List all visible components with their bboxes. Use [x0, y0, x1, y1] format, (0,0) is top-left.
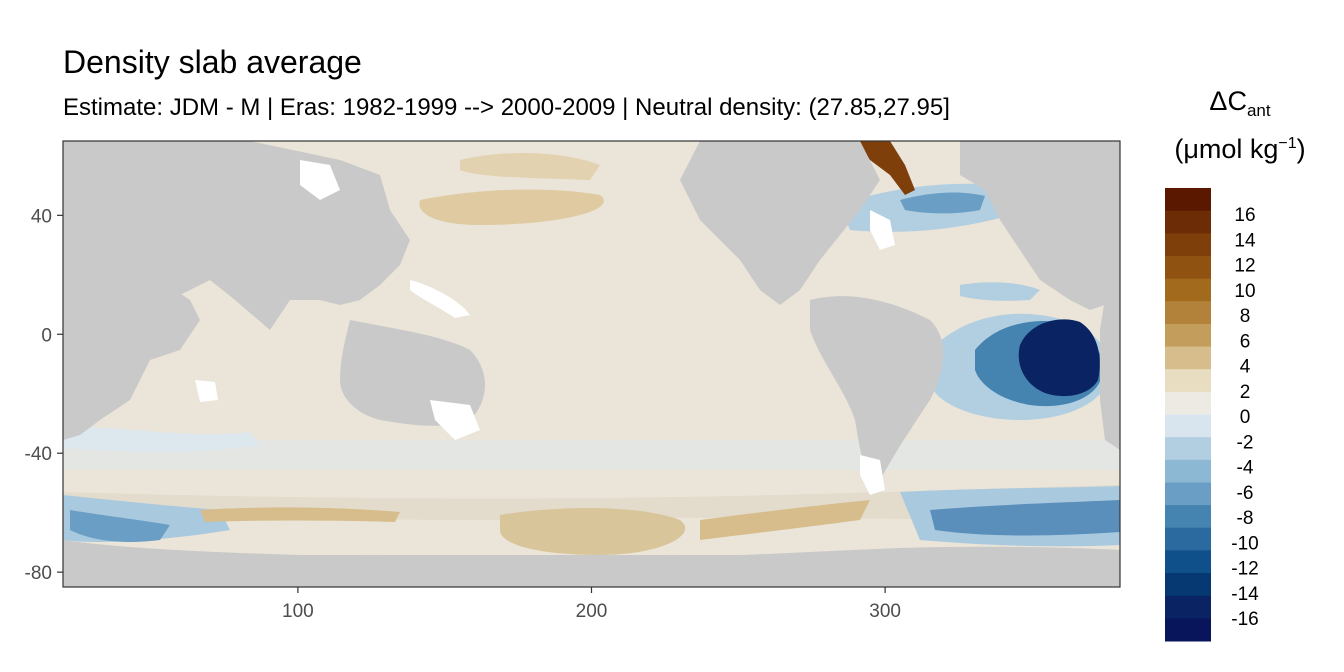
legend-label: 4 [1240, 357, 1251, 378]
missing-patch-3 [430, 400, 480, 440]
nordic-seas-brown [855, 141, 915, 195]
x-tick-label: 200 [576, 601, 608, 622]
missing-patch-1 [300, 160, 340, 200]
south-atlantic-plume-core [1018, 319, 1100, 397]
australia-land [340, 320, 485, 426]
legend-color-step [1165, 414, 1211, 438]
legend-label: -16 [1231, 609, 1258, 630]
legend-label: 2 [1240, 382, 1251, 403]
legend-color-step [1165, 391, 1211, 415]
legend-label: 0 [1240, 407, 1251, 428]
legend-color-step [1165, 255, 1211, 280]
legend-color-step [1165, 573, 1211, 597]
legend-color-step [1165, 323, 1211, 348]
north-atlantic-blue-dark [900, 192, 985, 214]
europe-africa-right-land [960, 141, 1120, 310]
x-axis: 100 200 300 [282, 587, 901, 622]
legend-color-step [1165, 527, 1211, 551]
legend-label: 12 [1234, 256, 1255, 277]
legend-color-step [1165, 233, 1211, 257]
legend-label: -8 [1237, 508, 1254, 529]
tan-patch-south-1 [200, 507, 400, 522]
antarctica-coast [63, 540, 1120, 561]
indian-southern-blue-dark [70, 510, 170, 542]
legend-color-step [1165, 505, 1211, 529]
legend-color-step [1165, 595, 1211, 619]
y-tick-label: 40 [31, 206, 52, 227]
legend-unit-superscript: −1 [1278, 135, 1297, 152]
legend-colorbar [1165, 188, 1211, 642]
legend-label: 6 [1240, 331, 1251, 352]
legend-color-step [1165, 369, 1211, 393]
legend-color-step [1165, 346, 1211, 370]
antarctica-land [63, 555, 1120, 587]
legend-label: 8 [1240, 306, 1251, 327]
legend-unit-close: ) [1296, 134, 1306, 164]
legend-color-step [1165, 437, 1211, 461]
x-tick-label: 300 [869, 601, 901, 622]
legend-unit: (μmol kg−1) [1160, 134, 1320, 165]
north-pacific-tan-2 [460, 153, 600, 180]
legend-color-step [1165, 482, 1211, 506]
y-tick-label: -80 [25, 563, 52, 584]
legend-title-symbol: ΔC [1209, 86, 1247, 116]
africa-land [63, 230, 200, 440]
legend-color-step [1165, 278, 1211, 302]
north-pacific-tan [419, 189, 604, 225]
legend-label: -6 [1237, 483, 1254, 504]
legend-color-step [1165, 459, 1211, 483]
legend-label: 10 [1234, 281, 1255, 302]
legend-color-step [1165, 210, 1211, 234]
indian-south-band [63, 425, 260, 452]
missing-patch-6 [195, 380, 218, 402]
legend-label: -2 [1237, 432, 1254, 453]
legend-color-step [1165, 550, 1211, 574]
legend-label: -12 [1231, 559, 1258, 580]
legend-color-step [1165, 301, 1211, 325]
tan-patch-south-2 [700, 500, 870, 540]
legend-title: ΔCant [1160, 86, 1320, 121]
legend-title-subscript: ant [1246, 101, 1271, 120]
missing-data [195, 160, 895, 495]
map-panel [63, 141, 1120, 587]
mid-atlantic-blue [960, 282, 1040, 301]
y-tick-label: -40 [25, 444, 52, 465]
legend-labels: 16 14 12 10 8 6 4 2 0 -2 -4 -6 -8 -10 -12 -14 -16 [1231, 205, 1259, 630]
plot-subtitle: Estimate: JDM - M | Eras: 1982-1999 --> … [63, 94, 950, 121]
legend-label: -14 [1231, 584, 1259, 605]
x-tick-label: 100 [282, 601, 314, 622]
legend-label: -10 [1231, 533, 1258, 554]
missing-patch-5 [870, 210, 895, 250]
legend-label: 16 [1234, 205, 1255, 226]
eurasia-africa-land [63, 141, 410, 410]
southern-band-light [63, 440, 1120, 470]
south-america-land [810, 296, 944, 490]
legend-color-step [1165, 188, 1211, 212]
plot-title: Density slab average [63, 44, 362, 80]
legend-label: 14 [1234, 230, 1256, 251]
atlantic-southern-blue-dark [930, 500, 1120, 536]
missing-patch-4 [860, 455, 885, 495]
tan-ring-south [500, 508, 686, 555]
legend-unit-open: (μmol kg [1174, 134, 1279, 164]
legend-label: -4 [1237, 458, 1254, 479]
missing-patch-2 [410, 280, 470, 318]
africa-west-coast-right [1100, 220, 1120, 450]
legend-color-step [1165, 618, 1211, 642]
y-axis: 40 0 -40 -80 [25, 206, 63, 584]
north-america-land [680, 141, 880, 305]
land-masses [63, 141, 1120, 587]
y-tick-label: 0 [41, 325, 52, 346]
